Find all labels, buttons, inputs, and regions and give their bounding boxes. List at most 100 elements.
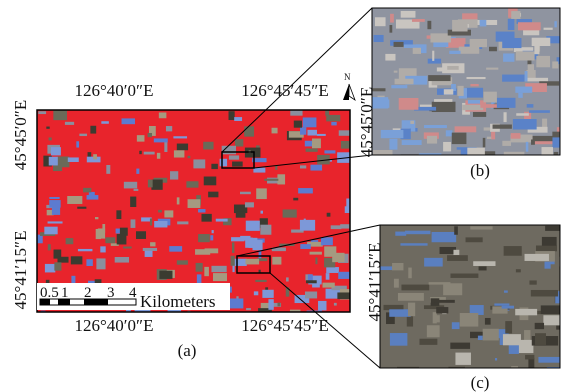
texture-patch [398, 293, 424, 301]
texture-patch [532, 38, 551, 46]
texture-patch [400, 243, 427, 245]
texture-patch [78, 249, 93, 251]
texture-patch [256, 188, 267, 199]
texture-patch [106, 165, 110, 174]
north-arrow [343, 84, 349, 100]
texture-patch [290, 110, 302, 116]
texture-patch [484, 127, 490, 130]
texture-patch [253, 168, 265, 173]
texture-patch [460, 313, 479, 327]
texture-patch [275, 166, 277, 170]
texture-patch [452, 20, 467, 32]
texture-patch [100, 246, 105, 252]
texture-patch [254, 291, 258, 295]
left-label: 45°41′15″E [11, 231, 30, 310]
texture-patch [216, 219, 228, 222]
texture-patch [502, 306, 514, 309]
texture-patch [427, 325, 440, 337]
texture-patch [261, 211, 263, 214]
texture-patch [154, 138, 168, 142]
texture-patch [240, 192, 251, 194]
texture-patch [473, 261, 495, 266]
texture-patch [198, 209, 205, 212]
texture-patch [151, 180, 162, 190]
texture-patch [246, 308, 251, 310]
texture-patch [525, 355, 534, 360]
texture-patch [466, 237, 483, 242]
texture-patch [401, 285, 429, 291]
texture-patch [260, 225, 271, 235]
texture-patch [54, 262, 61, 270]
texture-patch [497, 98, 516, 108]
texture-patch [462, 13, 477, 19]
texture-patch [559, 257, 567, 267]
texture-patch [389, 139, 397, 150]
texture-patch [427, 21, 431, 29]
texture-patch [529, 110, 550, 113]
texture-patch [408, 268, 411, 279]
texture-patch [493, 125, 512, 129]
texture-patch [139, 151, 141, 154]
texture-patch [95, 217, 98, 219]
texture-patch [208, 192, 218, 198]
texture-patch [321, 237, 333, 245]
texture-patch [83, 188, 91, 192]
texture-patch [408, 303, 415, 317]
texture-patch [317, 134, 326, 136]
texture-patch [315, 257, 317, 264]
texture-patch [375, 17, 386, 26]
texture-patch [436, 307, 448, 313]
texture-patch [450, 273, 478, 277]
texture-patch [410, 121, 414, 124]
texture-patch [443, 142, 451, 151]
texture-patch [177, 197, 180, 204]
texture-patch [150, 242, 155, 246]
texture-patch [87, 195, 99, 200]
texture-patch [130, 197, 136, 207]
texture-patch [169, 246, 182, 252]
texture-patch [177, 260, 188, 264]
texture-patch [473, 112, 486, 117]
texture-patch [246, 259, 260, 265]
texture-patch [116, 210, 121, 219]
texture-patch [177, 221, 188, 224]
texture-patch [144, 152, 155, 155]
texture-patch [230, 298, 244, 308]
texture-patch [105, 237, 115, 243]
texture-patch [166, 126, 172, 131]
texture-patch [88, 152, 92, 157]
texture-patch [470, 39, 487, 47]
texture-patch [272, 128, 278, 134]
texture-patch [245, 202, 254, 207]
texture-patch [137, 135, 145, 141]
texture-patch [324, 150, 335, 153]
texture-patch [525, 71, 528, 81]
top-label: 126°45′45″E [241, 81, 328, 100]
texture-patch [159, 112, 167, 118]
texture-patch [424, 258, 443, 267]
texture-patch [158, 210, 162, 213]
texture-patch [545, 226, 567, 231]
texture-patch [453, 250, 459, 255]
texture-patch [272, 257, 281, 265]
texture-patch [283, 209, 297, 217]
texture-patch [484, 92, 497, 103]
texture-patch [449, 51, 460, 54]
texture-patch [390, 333, 407, 346]
texture-patch [66, 238, 74, 244]
texture-patch [286, 277, 289, 281]
texture-patch [542, 237, 557, 246]
texture-patch [204, 267, 209, 276]
texture-patch [480, 104, 499, 108]
texture-patch [502, 75, 524, 82]
texture-patch [210, 235, 213, 240]
texture-patch [306, 280, 317, 283]
figure: N 126°40′0″E 126°45′45″E 126°40′0″E 126°… [0, 0, 567, 392]
texture-patch [294, 121, 302, 128]
texture-patch [394, 71, 398, 73]
texture-patch [231, 256, 235, 266]
texture-patch [101, 121, 109, 124]
texture-patch [143, 248, 157, 251]
texture-patch [424, 125, 447, 128]
bottom-label: 126°45′45″E [241, 316, 328, 335]
